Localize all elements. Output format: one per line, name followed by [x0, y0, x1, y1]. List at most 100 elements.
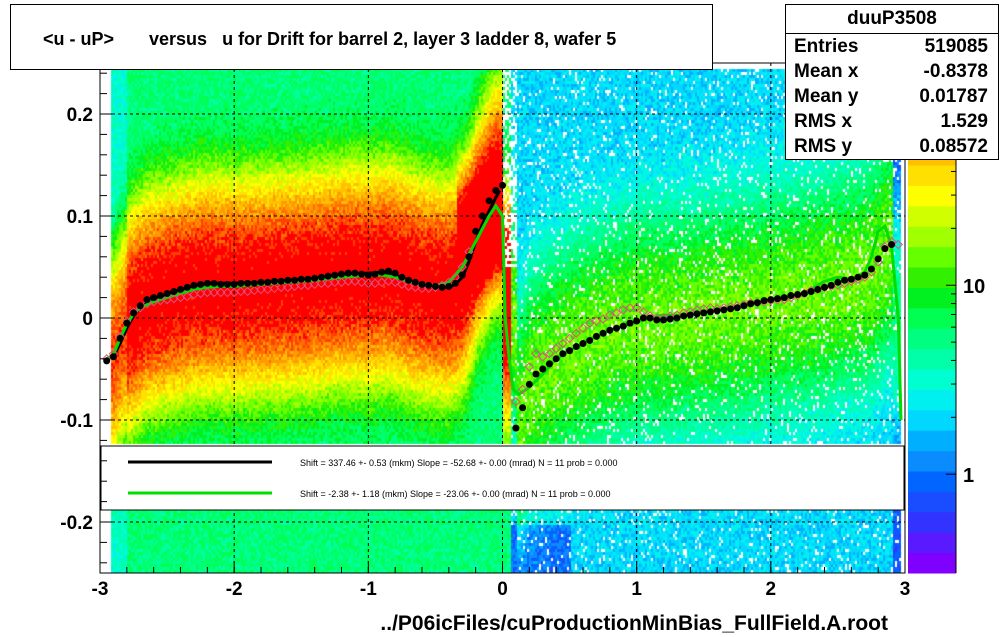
x-tick-label: -1 [360, 579, 377, 600]
black-fit-curve [106, 189, 502, 361]
diamond-marker [618, 305, 628, 315]
diamond-marker [222, 287, 233, 298]
color-swatch [908, 185, 956, 207]
profile-point [888, 241, 896, 249]
profile-point [136, 302, 144, 310]
profile-point [230, 280, 238, 288]
profile-point [572, 343, 580, 351]
profile-point [324, 272, 332, 280]
profile-point [485, 197, 493, 205]
diamond-marker [316, 278, 327, 289]
stats-box: duuP3508 Entries 519085 Mean x -0.8378 M… [785, 4, 999, 160]
profile-point [378, 268, 386, 276]
green-fit-curve [105, 203, 903, 421]
profile-point [123, 319, 131, 327]
profile-point [358, 270, 366, 278]
profile-point [304, 275, 312, 283]
diamond-marker [558, 338, 568, 349]
y-tick-label: 0.2 [67, 105, 93, 126]
profile-point [411, 278, 419, 286]
diamond-marker [625, 303, 635, 313]
diamond-marker [585, 318, 595, 328]
diamond-marker [202, 287, 213, 298]
stats-label: RMS x [794, 111, 853, 132]
profile-point [478, 212, 486, 220]
profile-point [881, 245, 889, 253]
color-swatch [908, 246, 956, 268]
diamond-marker [216, 287, 226, 298]
profile-point [539, 365, 547, 373]
x-tick-label: -3 [92, 579, 109, 600]
profile-point [143, 296, 151, 304]
diamond-marker [598, 314, 608, 324]
diamond-marker [269, 283, 280, 294]
profile-point [244, 279, 252, 287]
profile-point [532, 370, 540, 378]
color-swatch [908, 328, 956, 350]
profile-point [391, 269, 399, 277]
color-swatch [908, 205, 956, 227]
color-swatch [908, 491, 956, 513]
diamond-marker [249, 285, 259, 296]
profile-point [170, 287, 178, 295]
stats-value: 519085 [924, 36, 988, 57]
stats-label: Entries [794, 36, 859, 57]
profile-point [371, 270, 379, 278]
diamond-marker [631, 303, 642, 313]
diamond-marker [142, 299, 152, 309]
profile-point [727, 305, 735, 313]
plot-title-box: <u - uP> versus u for Drift for barrel 2… [10, 4, 713, 70]
profile-point [834, 278, 842, 286]
profile-point [277, 277, 285, 285]
profile-point [438, 283, 446, 291]
colorbar-tick-label: 1 [963, 465, 974, 487]
profile-point [284, 276, 292, 284]
diamond-marker [517, 384, 528, 395]
legend-box [100, 445, 905, 511]
profile-point [626, 319, 634, 327]
profile-point [606, 326, 614, 334]
profile-markers [102, 181, 903, 432]
color-swatch [908, 165, 956, 186]
profile-point [492, 187, 500, 194]
legend-text: Shift = 337.46 +- 0.53 (mkm) Slope = -52… [300, 458, 618, 468]
diamond-marker [893, 239, 903, 250]
profile-point [203, 279, 211, 287]
profile-point [579, 340, 587, 347]
stats-value: -0.8378 [923, 61, 988, 82]
fit-curves [105, 189, 903, 421]
color-swatch [908, 450, 956, 472]
profile-point [177, 285, 184, 293]
diamond-marker [390, 277, 400, 288]
profile-point [559, 350, 567, 358]
profile-point [512, 424, 520, 432]
stats-row-entries: Entries 519085 [786, 34, 998, 59]
profile-point [116, 334, 124, 342]
diamond-marker [417, 283, 427, 294]
stats-value: 0.08572 [919, 136, 988, 157]
diamond-marker [605, 310, 615, 320]
color-swatch [908, 430, 956, 452]
profile-point [794, 291, 802, 299]
diamond-marker [356, 277, 367, 288]
profile-point [150, 294, 158, 302]
plot-title: <u - uP> versus u for Drift for barrel 2… [43, 29, 617, 49]
profile-point [398, 273, 406, 281]
color-swatch [908, 409, 956, 431]
diamond-marker [544, 348, 555, 359]
profile-point [619, 322, 627, 330]
diamond-marker [410, 282, 420, 293]
profile-point [291, 276, 299, 284]
profile-point [452, 279, 460, 287]
profile-point [217, 280, 225, 288]
profile-point [499, 181, 506, 189]
profile-point [847, 275, 855, 283]
diamond-marker [343, 276, 353, 286]
profile-point [190, 281, 198, 289]
y-tick-label: 0.1 [67, 207, 94, 228]
profile-point [351, 269, 359, 277]
diamond-marker [571, 328, 581, 339]
profile-point [720, 306, 728, 314]
diamond-marker [350, 276, 360, 286]
